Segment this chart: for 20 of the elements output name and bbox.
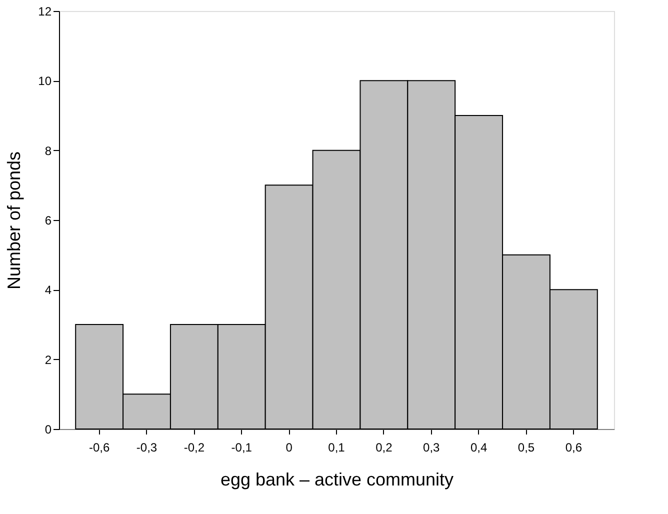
y-tick-label: 12 [38,4,52,18]
x-tick-label: 0,5 [518,440,535,454]
x-tick-label: 0,2 [376,440,393,454]
x-tick-label: -0,1 [231,440,252,454]
x-tick-label: 0,1 [328,440,346,454]
x-tick-label: -0,6 [88,440,110,454]
y-tick-label: 4 [44,283,52,298]
x-tick-label: 0,3 [423,440,440,454]
x-tick-label: 0,4 [470,440,488,454]
y-tick-label: 6 [44,214,52,228]
x-tick-label: 0 [286,440,293,454]
y-tick-label: 2 [44,352,52,367]
x-tick-label: -0,3 [136,440,158,454]
x-axis-title: egg bank – active community [220,470,454,490]
y-axis-title: Number of ponds [4,151,24,290]
y-tick-label: 10 [38,74,52,88]
y-tick-label: 0 [44,422,52,436]
y-tick-label: 8 [44,144,52,158]
x-tick-label: 0,6 [565,440,582,454]
x-tick-label: -0,2 [184,440,205,454]
